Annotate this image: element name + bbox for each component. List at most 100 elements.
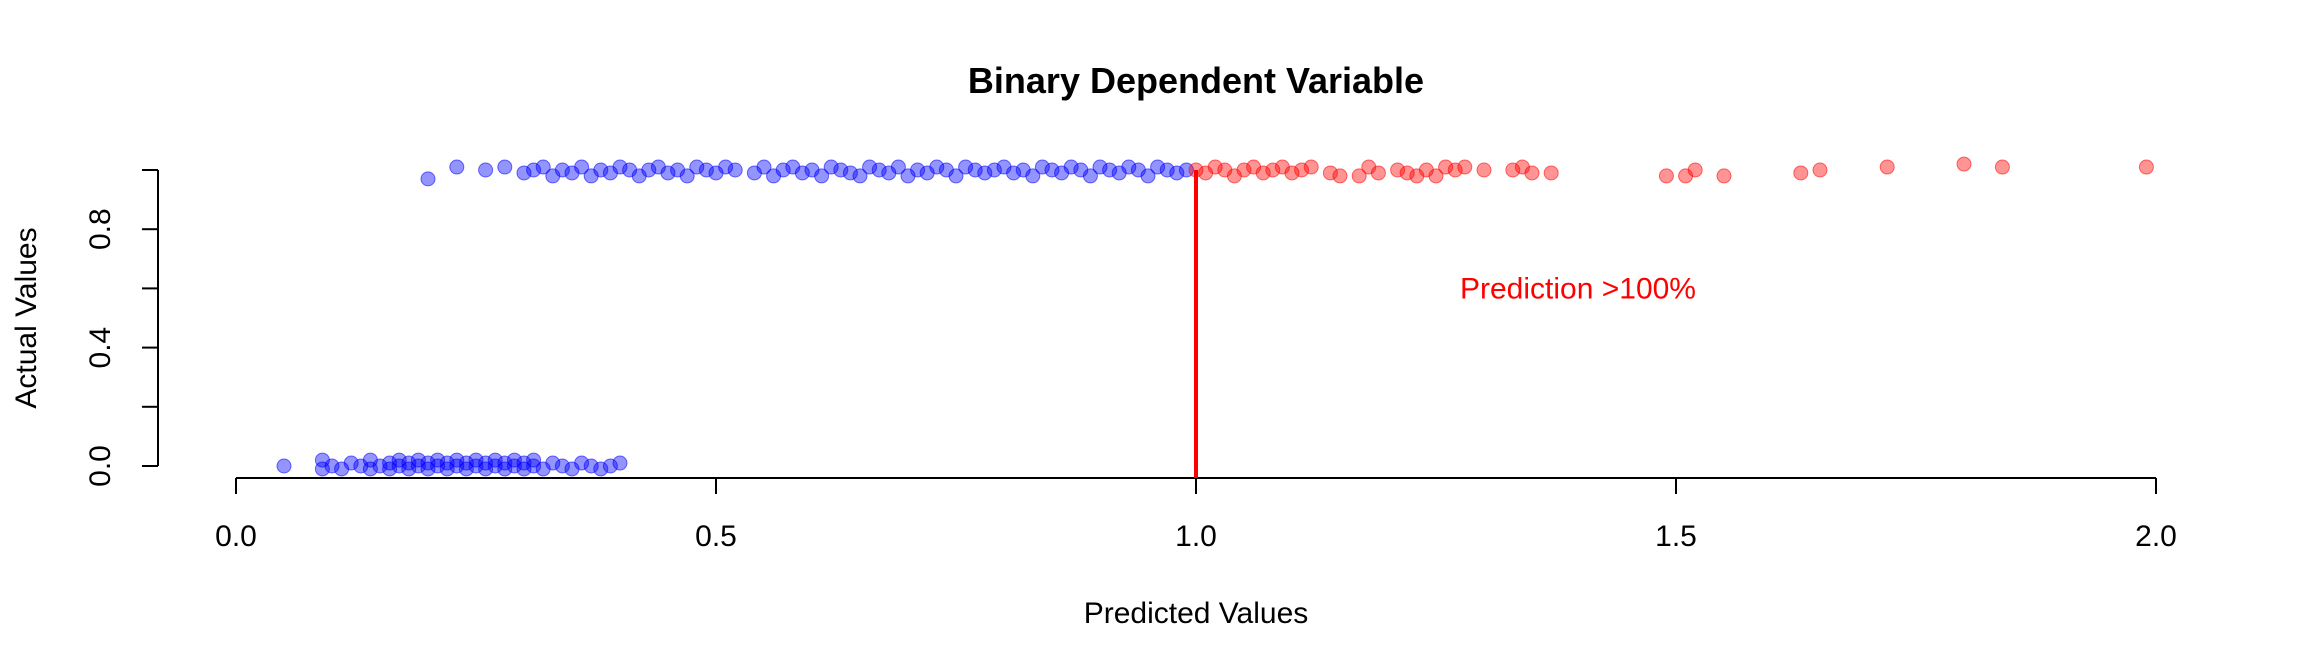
x-tick-label: 1.0 xyxy=(1175,520,1217,553)
data-point xyxy=(1812,162,1828,178)
data-point xyxy=(727,162,743,178)
data-point xyxy=(1505,162,1521,178)
data-point xyxy=(478,162,494,178)
data-point xyxy=(449,458,465,474)
data-point xyxy=(506,452,522,468)
data-point xyxy=(391,458,407,474)
data-point xyxy=(478,461,494,477)
data-point xyxy=(602,458,618,474)
data-point xyxy=(967,162,983,178)
annotation-prediction: Prediction >100% xyxy=(1460,272,1696,305)
data-point xyxy=(372,458,388,474)
x-tick-label: 1.5 xyxy=(1655,520,1697,553)
data-point xyxy=(497,461,513,477)
x-tick-label: 2.0 xyxy=(2135,520,2177,553)
data-point xyxy=(1236,162,1252,178)
data-point xyxy=(871,162,887,178)
data-point xyxy=(1658,168,1674,184)
data-point xyxy=(1524,165,1540,181)
data-point xyxy=(1207,159,1223,175)
data-point xyxy=(1255,165,1271,181)
data-point xyxy=(660,165,676,181)
data-point xyxy=(1879,159,1895,175)
data-point xyxy=(948,168,964,184)
data-point xyxy=(420,171,436,187)
data-point xyxy=(487,452,503,468)
data-point xyxy=(910,162,926,178)
data-point xyxy=(1687,162,1703,178)
data-point xyxy=(458,461,474,477)
data-point xyxy=(1140,168,1156,184)
data-points xyxy=(276,156,2154,477)
data-point xyxy=(1025,168,1041,184)
data-point xyxy=(1332,168,1348,184)
data-point xyxy=(814,168,830,184)
data-point xyxy=(420,455,436,471)
x-axis: 0.0 0.5 1.0 1.5 2.0 xyxy=(215,477,2177,553)
data-point xyxy=(1121,159,1137,175)
data-point xyxy=(842,165,858,181)
data-point xyxy=(1303,159,1319,175)
data-point xyxy=(343,455,359,471)
data-point xyxy=(1716,168,1732,184)
data-point xyxy=(1082,168,1098,184)
data-point xyxy=(1476,162,1492,178)
data-point xyxy=(958,159,974,175)
data-point xyxy=(977,165,993,181)
data-point xyxy=(545,455,561,471)
data-point xyxy=(756,159,772,175)
data-point xyxy=(1457,159,1473,175)
y-tick-label: 0.8 xyxy=(84,208,117,250)
x-tick-label: 0.5 xyxy=(695,520,737,553)
data-point xyxy=(362,461,378,477)
data-point xyxy=(497,159,513,175)
data-point xyxy=(526,162,542,178)
data-point xyxy=(1399,165,1415,181)
data-point xyxy=(526,452,542,468)
data-point xyxy=(679,168,695,184)
data-point xyxy=(593,461,609,477)
data-point xyxy=(468,452,484,468)
data-point xyxy=(1102,162,1118,178)
data-point xyxy=(1956,156,1972,172)
data-point xyxy=(554,162,570,178)
data-point xyxy=(1351,168,1367,184)
data-point xyxy=(430,452,446,468)
data-point xyxy=(583,458,599,474)
data-point xyxy=(689,159,705,175)
data-point xyxy=(1322,165,1338,181)
data-point xyxy=(487,458,503,474)
data-point xyxy=(1006,165,1022,181)
data-point xyxy=(420,461,436,477)
data-point xyxy=(449,159,465,175)
data-point xyxy=(516,461,532,477)
x-tick-label: 0.0 xyxy=(215,520,257,553)
data-point xyxy=(1044,162,1060,178)
data-point xyxy=(516,165,532,181)
data-point xyxy=(430,458,446,474)
data-point xyxy=(276,458,292,474)
data-point xyxy=(535,159,551,175)
chart-title: Binary Dependent Variable xyxy=(968,60,1424,101)
y-axis: 0.0 0.4 0.8 xyxy=(84,169,159,487)
data-point xyxy=(641,162,657,178)
data-point xyxy=(1793,165,1809,181)
data-point xyxy=(1150,159,1166,175)
data-point xyxy=(401,455,417,471)
data-point xyxy=(410,458,426,474)
data-point xyxy=(2138,159,2154,175)
data-point xyxy=(1265,162,1281,178)
data-point xyxy=(1543,165,1559,181)
data-point xyxy=(794,165,810,181)
data-point xyxy=(823,159,839,175)
data-point xyxy=(1169,165,1185,181)
data-point xyxy=(314,461,330,477)
data-point xyxy=(458,455,474,471)
data-point xyxy=(574,455,590,471)
data-point xyxy=(1370,165,1386,181)
data-point xyxy=(449,452,465,468)
data-point xyxy=(929,159,945,175)
data-point xyxy=(775,162,791,178)
data-point xyxy=(410,452,426,468)
